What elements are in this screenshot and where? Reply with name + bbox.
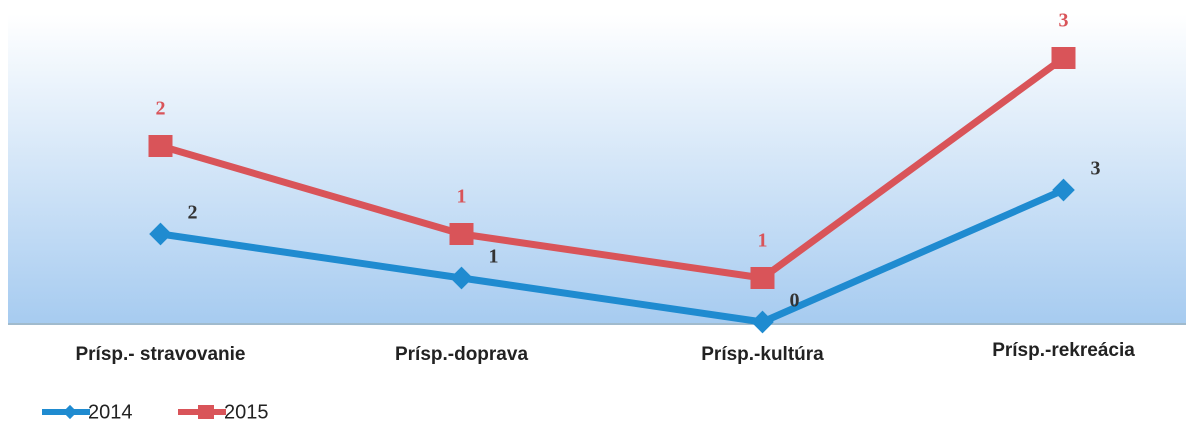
data-label: 1 bbox=[457, 186, 467, 208]
data-label: 3 bbox=[1059, 10, 1069, 32]
x-tick-label: Prísp.-doprava bbox=[395, 344, 528, 365]
line bbox=[159, 186, 1065, 326]
marker bbox=[450, 266, 473, 290]
x-tick-label: Prísp.- stravovanie bbox=[75, 344, 245, 365]
data-label: 3 bbox=[1091, 158, 1101, 180]
data-label: 2 bbox=[188, 202, 198, 224]
legend-marker bbox=[198, 405, 214, 419]
data-label: 2 bbox=[156, 98, 166, 120]
marker bbox=[751, 310, 774, 334]
marker bbox=[1051, 47, 1076, 69]
data-label: 0 bbox=[790, 290, 800, 312]
legend-marker bbox=[62, 404, 78, 420]
legend-label: 2014 bbox=[88, 401, 133, 423]
data-label: 1 bbox=[489, 246, 499, 268]
x-tick-label: Prísp.-rekreácia bbox=[992, 340, 1135, 361]
data-label: 1 bbox=[758, 230, 768, 252]
legend-label: 2015 bbox=[224, 401, 269, 423]
line bbox=[159, 55, 1066, 282]
x-tick-label: Prísp.-kultúra bbox=[701, 344, 824, 365]
marker bbox=[148, 135, 173, 157]
plot-background bbox=[8, 14, 1186, 325]
marker bbox=[449, 223, 474, 245]
marker bbox=[750, 267, 775, 289]
